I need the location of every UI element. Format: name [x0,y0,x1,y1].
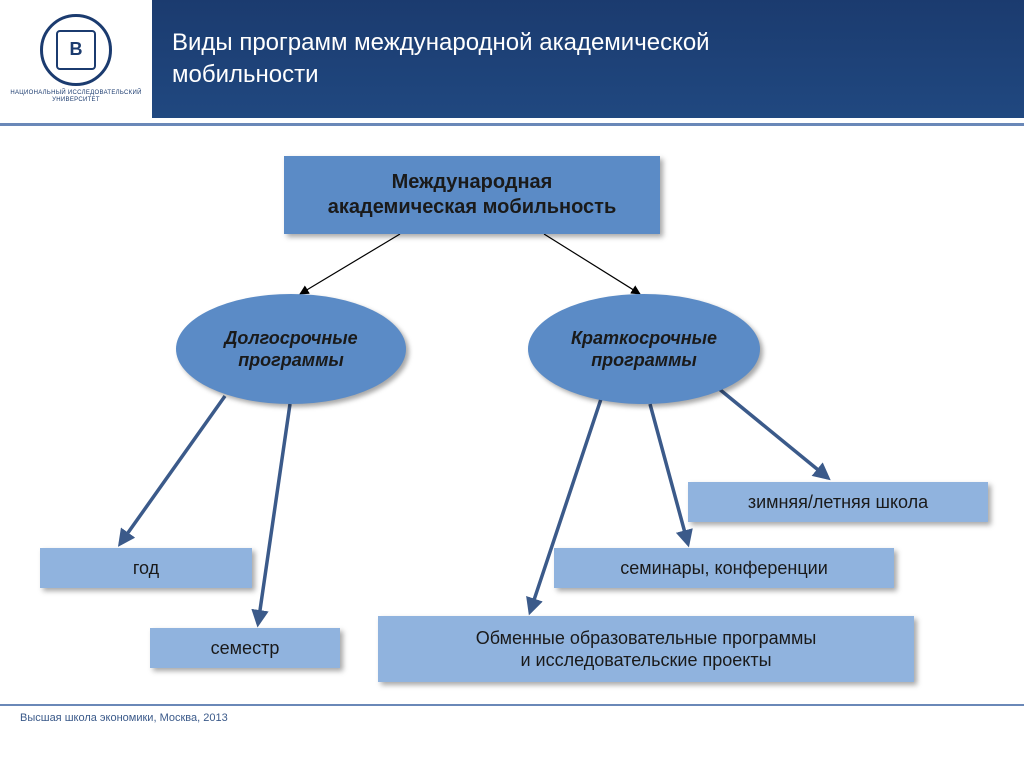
title-line2: мобильности [172,61,319,88]
node-short-term: Краткосрочные программы [528,294,760,404]
node-long-l2: программы [238,350,344,370]
page-title: Виды программ международной академическо… [152,27,1024,92]
slide-header: В НАЦИОНАЛЬНЫЙ ИССЛЕДОВАТЕЛЬСКИЙ УНИВЕРС… [0,0,1024,118]
diagram-canvas: Международная академическая мобильность … [0,118,1024,730]
node-long-l1: Долгосрочные [224,328,357,348]
node-seminars-conferences: семинары, конференции [554,548,894,588]
node-long-term: Долгосрочные программы [176,294,406,404]
slide-footer: Высшая школа экономики, Москва, 2013 [0,704,1024,730]
logo-panel: В НАЦИОНАЛЬНЫЙ ИССЛЕДОВАТЕЛЬСКИЙ УНИВЕРС… [0,0,152,118]
logo-circle: В [40,14,112,86]
node-year: год [40,548,252,588]
title-line1: Виды программ международной академическо… [172,29,710,56]
node-root-l1: Международная [392,171,553,193]
node-exchange-l2: и исследовательские проекты [520,650,771,670]
node-exchange-programs: Обменные образовательные программы и исс… [378,616,914,682]
node-short-l2: программы [591,350,697,370]
footer-text: Высшая школа экономики, Москва, 2013 [20,712,228,724]
node-short-l1: Краткосрочные [571,328,717,348]
node-semester: семестр [150,628,340,668]
node-root: Международная академическая мобильность [284,156,660,234]
node-winter-summer-school: зимняя/летняя школа [688,482,988,522]
logo-glyph: В [56,30,96,70]
node-root-l2: академическая мобильность [328,196,617,218]
logo-subtext: НАЦИОНАЛЬНЫЙ ИССЛЕДОВАТЕЛЬСКИЙ УНИВЕРСИТ… [6,90,146,104]
node-exchange-l1: Обменные образовательные программы [476,628,817,648]
